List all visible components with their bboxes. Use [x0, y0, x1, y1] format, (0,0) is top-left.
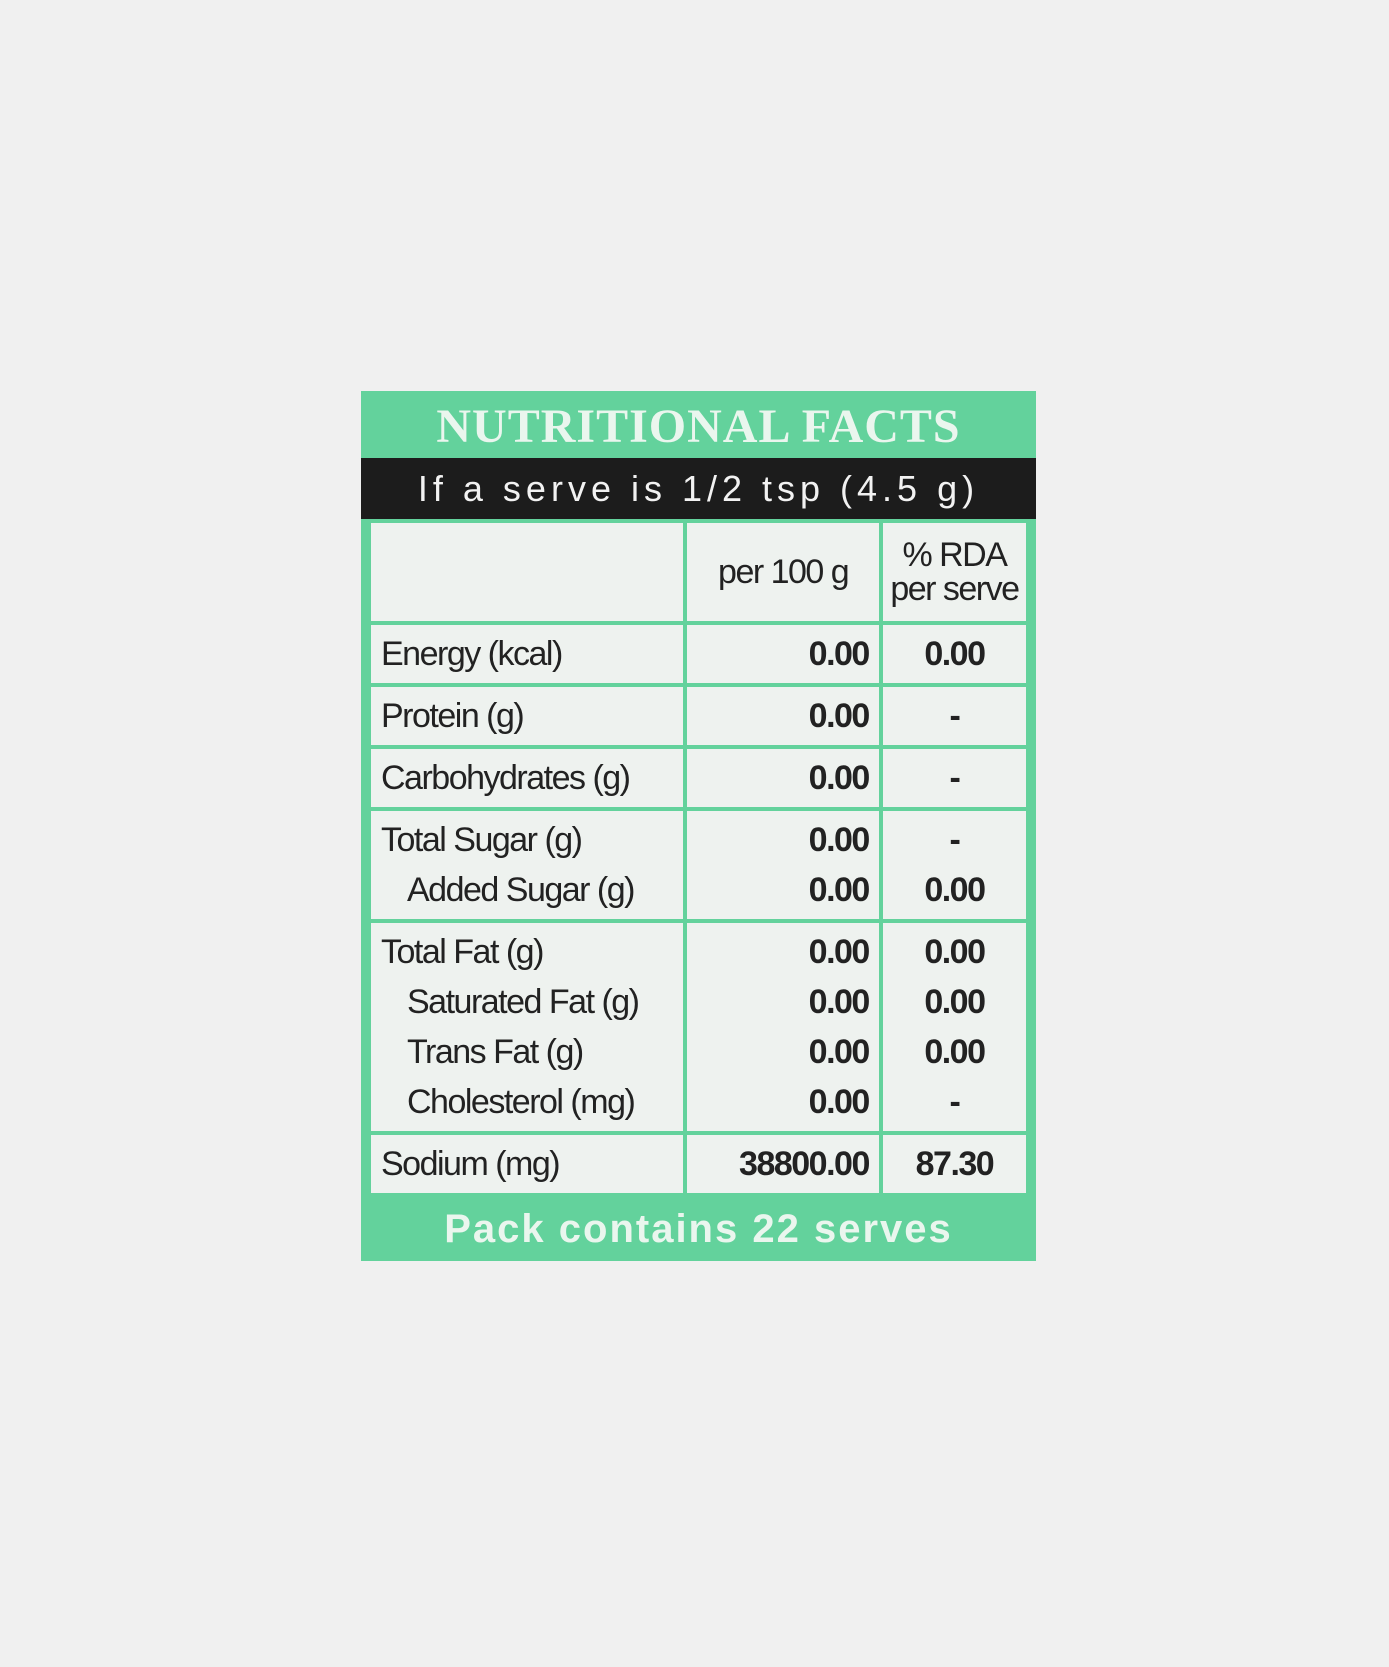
per100-cell: 0.00 — [683, 683, 883, 749]
per100-cell: 0.00 0.00 — [683, 807, 883, 923]
per100-value: 0.00 — [808, 697, 871, 735]
per100-value: 0.00 — [808, 983, 871, 1021]
label-footer: Pack contains 22 serves — [444, 1207, 953, 1251]
nutrient-row: Energy (kcal) 0.00 0.00 — [366, 621, 1031, 687]
nutrient-label: Protein (g) — [381, 697, 525, 735]
rda-value: - — [949, 697, 961, 735]
rda-value: - — [949, 1083, 961, 1121]
nutrient-label: Trans Fat (g) — [407, 1033, 584, 1071]
nutrient-label: Energy (kcal) — [381, 635, 563, 673]
nutrient-row: Carbohydrates (g) 0.00 - — [366, 745, 1031, 811]
rda-value: 87.30 — [915, 1145, 995, 1183]
nutrient-label-cell: Protein (g) — [366, 683, 688, 749]
rda-cell: - 0.00 — [878, 807, 1031, 923]
per100-value: 0.00 — [808, 759, 871, 797]
rda-value: 0.00 — [924, 1033, 986, 1071]
nutrient-label: Sodium (mg) — [381, 1145, 561, 1183]
per100-value: 0.00 — [808, 871, 871, 909]
header-empty — [366, 519, 688, 625]
per100-cell: 0.00 0.00 0.00 0.00 — [683, 919, 883, 1135]
rda-value: - — [949, 821, 961, 859]
nutrient-label: Cholesterol (mg) — [407, 1083, 636, 1121]
serve-size: If a serve is 1/2 tsp (4.5 g) — [361, 458, 1036, 519]
per100-cell: 38800.00 — [683, 1131, 883, 1197]
nutrient-row: Sodium (mg) 38800.00 87.30 — [366, 1131, 1031, 1197]
rda-value: 0.00 — [924, 871, 986, 909]
rda-value: - — [949, 759, 961, 797]
rda-cell: - — [878, 683, 1031, 749]
header-cell: % RDA per serve — [878, 519, 1031, 625]
nutrient-row: Total Fat (g) Saturated Fat (g) Trans Fat … — [366, 919, 1031, 1135]
per100-cell: 0.00 — [683, 745, 883, 811]
nutrition-table: per 100 g % RDA per serve Energy (kcal) 0… — [366, 519, 1031, 1197]
rda-value: 0.00 — [924, 635, 986, 673]
per100-value: 0.00 — [808, 1083, 871, 1121]
nutrient-label-cell: Total Sugar (g) Added Sugar (g) — [366, 807, 688, 923]
nutrition-label: NUTRITIONAL FACTS If a serve is 1/2 tsp … — [361, 391, 1036, 1261]
per100-value: 0.00 — [808, 635, 871, 673]
rda-cell: 87.30 — [878, 1131, 1031, 1197]
nutrient-label: Total Sugar (g) — [381, 821, 583, 859]
per100-value: 0.00 — [808, 933, 871, 971]
rda-value: 0.00 — [924, 933, 986, 971]
nutrient-label-cell: Energy (kcal) — [366, 621, 688, 687]
label-title: NUTRITIONAL FACTS — [436, 400, 961, 453]
per100-value: 38800.00 — [739, 1145, 870, 1183]
nutrient-label-cell: Carbohydrates (g) — [366, 745, 688, 811]
header-row: per 100 g % RDA per serve — [366, 519, 1031, 625]
rda-cell: 0.00 0.00 0.00 - — [878, 919, 1031, 1135]
rda-cell: 0.00 — [878, 621, 1031, 687]
rda-cell: - — [878, 745, 1031, 811]
per100-value: 0.00 — [808, 821, 871, 859]
nutrient-row: Protein (g) 0.00 - — [366, 683, 1031, 749]
nutrient-row: Total Sugar (g) Added Sugar (g) 0.00 0.00 - 0… — [366, 807, 1031, 923]
nutrient-label: Added Sugar (g) — [407, 871, 636, 909]
nutrient-label: Saturated Fat (g) — [407, 983, 640, 1021]
nutrient-label: Carbohydrates (g) — [381, 759, 631, 797]
nutrient-label-cell: Total Fat (g) Saturated Fat (g) Trans Fat … — [366, 919, 688, 1135]
per100-cell: 0.00 — [683, 621, 883, 687]
nutrient-label-cell: Sodium (mg) — [366, 1131, 688, 1197]
nutrient-label: Total Fat (g) — [381, 933, 544, 971]
per100-value: 0.00 — [808, 1033, 871, 1071]
rda-value: 0.00 — [924, 983, 986, 1021]
header-cell: per 100 g — [683, 519, 883, 625]
